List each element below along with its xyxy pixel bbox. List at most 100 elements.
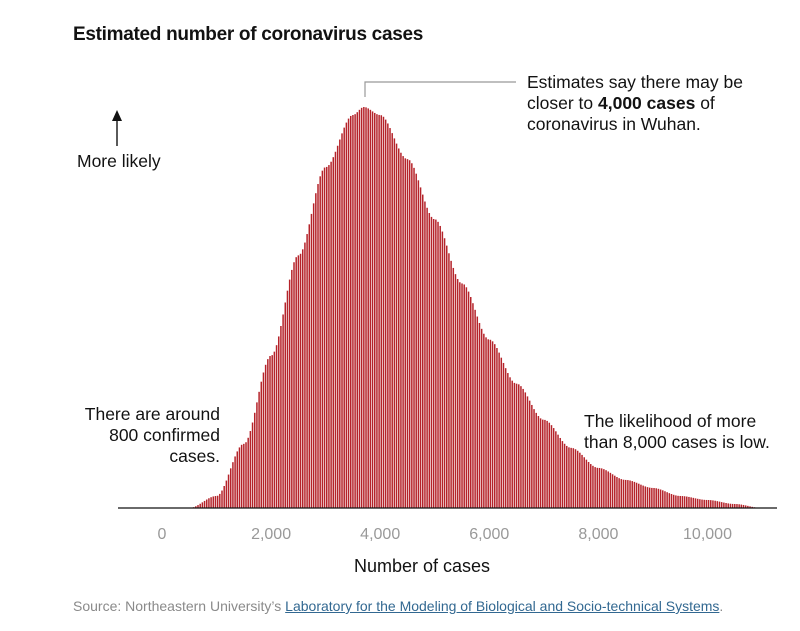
histogram-bar [559, 437, 561, 508]
histogram-bar [284, 302, 287, 508]
histogram-bar [195, 506, 197, 508]
histogram-bar [507, 373, 509, 508]
histogram-bar [651, 487, 653, 508]
histogram-bar [520, 386, 522, 508]
histogram-bar [731, 503, 734, 508]
histogram-bar [738, 504, 740, 508]
histogram-bar [664, 491, 666, 508]
histogram-bar [332, 157, 335, 508]
histogram-bar [681, 496, 684, 508]
histogram-bar [238, 447, 241, 508]
histogram-bar [295, 257, 297, 508]
histogram-bar [273, 351, 276, 508]
histogram-bar [736, 504, 738, 508]
histogram-bar [426, 207, 428, 508]
histogram-bar [740, 504, 743, 508]
histogram-bar [585, 459, 588, 508]
histogram-bar [345, 122, 348, 508]
histogram-bar [716, 501, 719, 508]
x-tick-label: 0 [158, 526, 167, 543]
histogram-bar [286, 290, 289, 508]
histogram-bar [648, 487, 651, 508]
histogram-bar [635, 482, 638, 508]
up-arrow-icon [112, 110, 122, 146]
histogram-bar [548, 422, 551, 508]
histogram-bar [513, 382, 516, 508]
histogram-bar [692, 497, 695, 508]
histogram-bar [203, 500, 206, 508]
histogram-bar [727, 503, 729, 508]
histogram-bar [596, 467, 599, 508]
histogram-bar [509, 377, 511, 508]
histogram-bar [199, 503, 201, 508]
histogram-bar [531, 404, 533, 508]
histogram-bar [264, 364, 267, 508]
histogram-bar [387, 123, 389, 509]
histogram-bar [253, 412, 256, 508]
histogram-bar [609, 472, 612, 508]
histogram-bar [640, 484, 642, 508]
histogram-bar [572, 448, 575, 508]
histogram-bar [363, 107, 365, 508]
histogram-bar [271, 355, 273, 508]
histogram-bar [622, 479, 625, 508]
histogram-bar [478, 322, 481, 508]
histogram-bar [598, 467, 601, 508]
histogram-bar [365, 107, 367, 508]
source-link[interactable]: Laboratory for the Modeling of Biologica… [285, 598, 720, 614]
histogram-bar [491, 341, 494, 508]
histogram-bar [347, 118, 350, 508]
histogram-bar [336, 145, 339, 508]
histogram-bar [249, 431, 252, 508]
histogram-bar [686, 496, 688, 508]
histogram-bar [208, 498, 210, 508]
histogram-bar [653, 487, 655, 508]
histogram-bar [655, 488, 657, 508]
histogram-bar [616, 477, 618, 508]
source-note: Source: Northeastern University’s Labora… [73, 598, 724, 614]
histogram-bar [236, 451, 239, 508]
histogram-bar [393, 138, 396, 508]
chart-title: Estimated number of coronavirus cases [73, 24, 424, 45]
histogram-bar [644, 486, 647, 508]
histogram-bar [288, 279, 291, 508]
x-tick-label: 6,000 [469, 526, 509, 543]
histogram-bar [280, 326, 282, 508]
histogram-bar [319, 176, 321, 508]
histogram-bar [376, 114, 378, 508]
histogram-bar [304, 242, 306, 508]
x-tick-label: 2,000 [251, 526, 291, 543]
histogram-bar [714, 500, 716, 508]
histogram-bar [496, 348, 498, 508]
histogram-bar [321, 170, 324, 508]
histogram-bar [502, 362, 505, 508]
histogram-bar [587, 461, 590, 508]
histogram-bar [470, 297, 472, 508]
histogram-bar [705, 499, 708, 508]
histogram-bar [210, 497, 212, 508]
histogram-bar [398, 148, 400, 508]
histogram-bar [406, 159, 409, 508]
histogram-bar [334, 151, 337, 508]
histogram-bar [411, 163, 413, 508]
histogram-bar [483, 333, 485, 508]
histogram-bar [594, 467, 596, 508]
histogram-bar [670, 494, 673, 508]
histogram-bar [518, 384, 520, 508]
histogram-bar [432, 219, 435, 508]
histogram-bar [371, 111, 374, 508]
histogram-bar [201, 502, 204, 508]
histogram-bar [570, 447, 572, 508]
histogram-bar [317, 184, 319, 508]
histogram-bar [306, 234, 308, 509]
histogram-bar [312, 203, 315, 509]
histogram-bar [221, 490, 223, 508]
y-axis-label: More likely [77, 151, 161, 171]
histogram-bar [500, 357, 503, 508]
histogram-bar [614, 475, 616, 508]
histogram-bar [611, 474, 614, 508]
histogram-bar [524, 392, 527, 508]
histogram-bar [528, 400, 531, 508]
histogram-bar [245, 442, 247, 508]
